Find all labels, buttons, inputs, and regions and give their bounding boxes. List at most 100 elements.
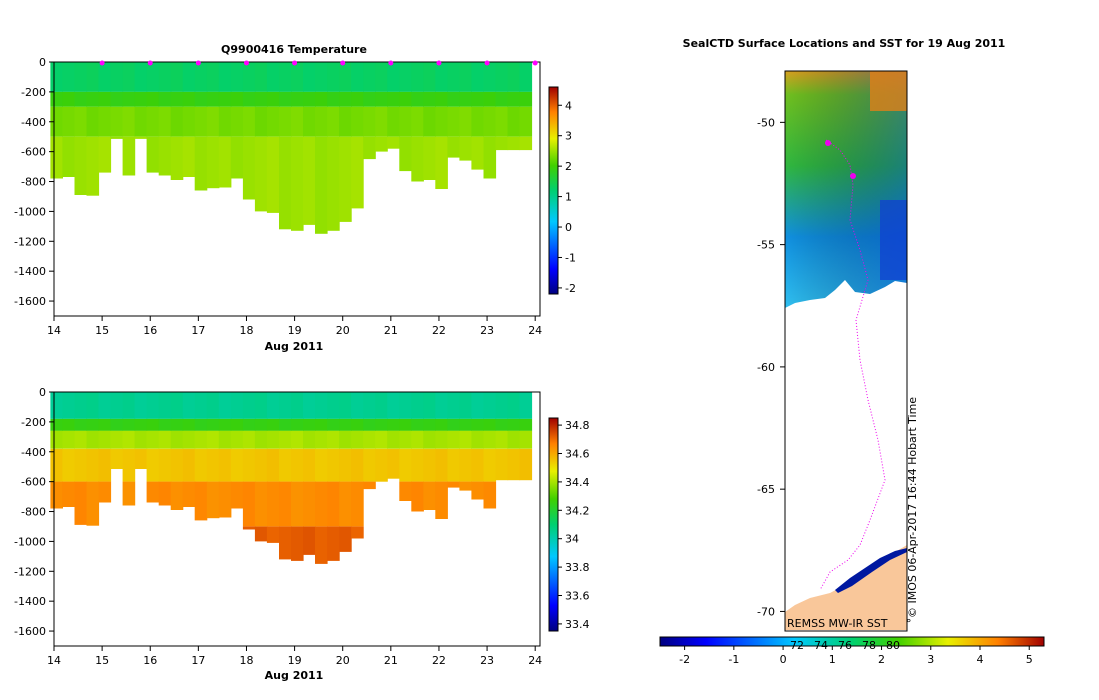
temperature-cell [230, 106, 244, 137]
salinity-cell [399, 418, 412, 431]
salinity-cell [399, 430, 412, 449]
profile-marker [436, 60, 442, 66]
temperature-cell [230, 91, 244, 107]
salinity-cell [411, 448, 424, 482]
antarctic-land [785, 545, 907, 630]
y-tick-label: -600 [21, 476, 46, 489]
salinity-cell [98, 481, 112, 503]
salinity-cell [134, 430, 148, 449]
salinity-cell [483, 418, 497, 431]
temperature-cell [146, 106, 160, 137]
profile-marker [292, 60, 298, 66]
temperature-cell [158, 91, 172, 107]
temperature-cell [387, 106, 400, 137]
salinity-cell [218, 430, 232, 449]
salinity-cell [327, 392, 340, 419]
y-tick-label: 0 [39, 56, 46, 69]
salinity-cell [230, 481, 244, 509]
colorbar-tick-label: 33.8 [565, 561, 590, 574]
sst-colorbar-tick-label: 4 [977, 653, 984, 666]
temperature-cell [170, 106, 184, 137]
y-tick-label: -400 [21, 116, 46, 129]
salinity-cell [315, 448, 328, 482]
salinity-cell [471, 430, 484, 449]
temperature-cell [110, 91, 124, 107]
lon-tick-label: 78 [862, 639, 876, 652]
sst-colorbar-tick-label: 0 [780, 653, 787, 666]
salinity-y-axis: 0 -200 -400 -600 -800 -1000 -1200 -1400 -1600 [14, 386, 54, 638]
temperature-cell [146, 136, 160, 173]
temperature-cell [62, 136, 75, 177]
temperature-cell [507, 91, 521, 107]
salinity-cell [279, 526, 292, 560]
salinity-cell [303, 526, 316, 555]
salinity-cell [146, 418, 160, 431]
salinity-cell [291, 418, 304, 431]
salinity-cell [206, 392, 220, 419]
temperature-cell [134, 91, 148, 107]
y-tick-label: -1200 [14, 565, 46, 578]
temperature-cell [399, 62, 412, 92]
x-tick-label: 21 [384, 654, 398, 667]
temperature-cell [62, 91, 75, 107]
temperature-cell [447, 136, 460, 158]
profile-marker [243, 60, 249, 66]
temperature-cell [339, 62, 352, 92]
x-tick-label: 23 [480, 324, 494, 337]
temperature-cell [387, 136, 400, 149]
salinity-cell [254, 392, 268, 419]
temperature-cell [483, 136, 497, 179]
sst-map-y-axis: -50 -55 -60 -65 -70 [757, 116, 785, 618]
temperature-cell [170, 62, 184, 92]
salinity-cell [471, 448, 484, 482]
salinity-cell [387, 430, 400, 449]
salinity-cell [62, 392, 75, 419]
salinity-cell [351, 430, 364, 449]
temperature-cell [447, 106, 460, 137]
salinity-cell [327, 526, 340, 561]
profile-marker [147, 60, 153, 66]
temperature-cell [110, 136, 124, 139]
temperature-cell [206, 136, 220, 189]
colorbar-tick-label: -2 [565, 282, 576, 295]
temperature-cell [194, 106, 208, 137]
salinity-cell [303, 418, 316, 431]
temperature-cell [327, 91, 340, 107]
temperature-cell [483, 106, 497, 137]
salinity-cell [471, 418, 484, 431]
x-tick-label: 18 [239, 324, 253, 337]
temperature-cell [399, 91, 412, 107]
salinity-cell [74, 418, 88, 431]
salinity-cell [122, 418, 136, 431]
temperature-cell [399, 136, 412, 172]
temperature-cell [351, 62, 364, 92]
temperature-cell [62, 62, 75, 92]
salinity-cell [339, 526, 352, 552]
salinity-cell [50, 448, 63, 482]
temperature-cell [74, 136, 88, 195]
salinity-cell [182, 392, 196, 419]
salinity-cell [62, 481, 75, 507]
temperature-data [50, 62, 533, 234]
salinity-cell [266, 430, 280, 449]
x-tick-label: 14 [47, 324, 61, 337]
salinity-cell [98, 418, 112, 431]
temperature-cell [339, 136, 352, 222]
salinity-cell [170, 392, 184, 419]
salinity-cell [86, 430, 100, 449]
x-tick-label: 19 [288, 324, 302, 337]
salinity-cell [411, 418, 424, 431]
salinity-cell [50, 430, 63, 449]
temperature-cell [519, 106, 533, 137]
salinity-cell [279, 392, 292, 419]
salinity-cell [242, 481, 256, 527]
temperature-cell [315, 62, 328, 92]
colorbar-tick-label: 0 [565, 221, 572, 234]
salinity-cell [375, 430, 388, 449]
temperature-cell [279, 106, 292, 137]
lon-tick-label: 80 [886, 639, 900, 652]
sst-colorbar-ticks: -2 -1 0 1 2 3 4 5 [679, 646, 1033, 666]
temperature-cell [435, 62, 448, 92]
x-tick-label: 22 [432, 324, 446, 337]
salinity-cell [423, 392, 436, 419]
